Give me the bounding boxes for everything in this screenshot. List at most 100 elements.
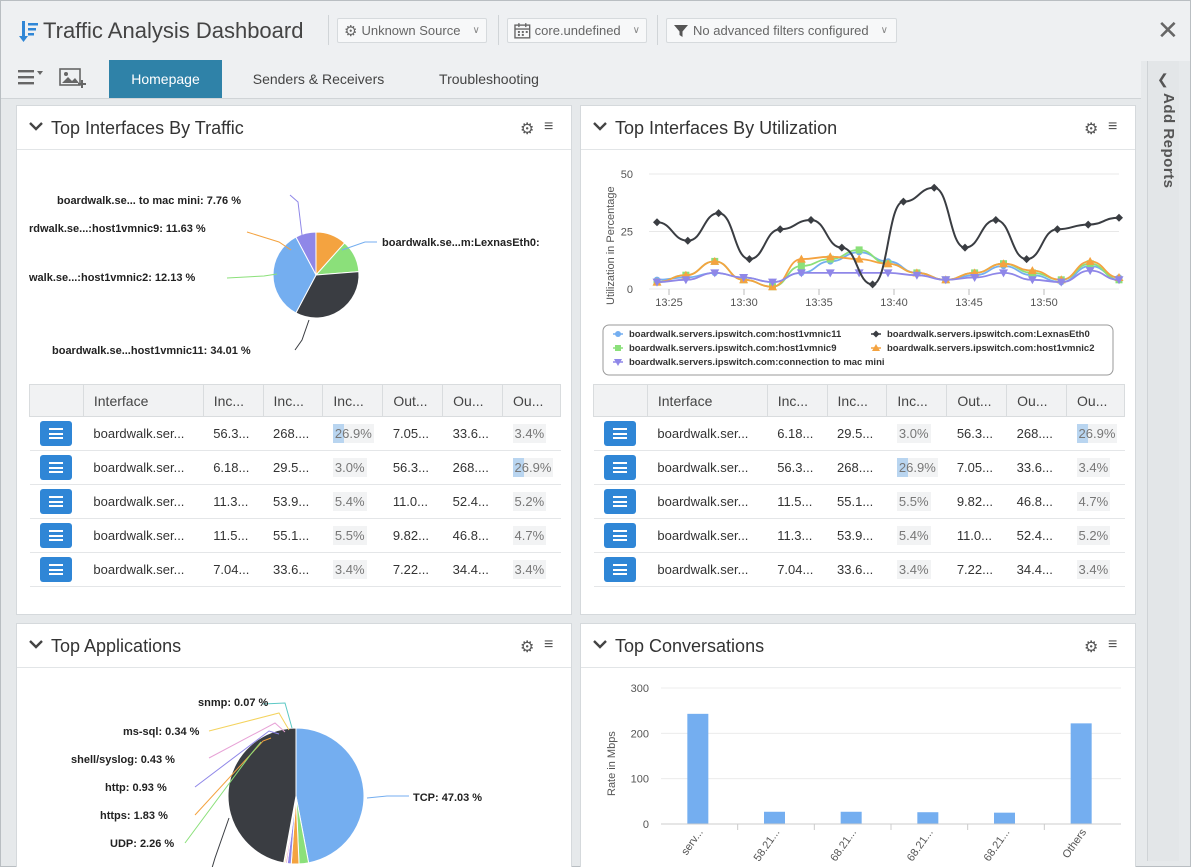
- list-menu-icon[interactable]: [18, 67, 46, 92]
- column-header[interactable]: Out...: [946, 384, 1008, 417]
- list-menu-icon[interactable]: ≡: [1108, 118, 1118, 135]
- column-header[interactable]: Ou...: [1066, 384, 1125, 417]
- row-details-button[interactable]: [603, 557, 636, 582]
- data-point: [854, 269, 864, 278]
- data-point: [1115, 213, 1123, 222]
- column-header[interactable]: Inc...: [826, 384, 888, 417]
- value-cell: 7.22...: [946, 552, 1007, 587]
- percent-value: 3.4%: [898, 562, 929, 577]
- data-point: [899, 197, 908, 206]
- close-icon[interactable]: ✕: [1157, 15, 1179, 45]
- percent-value: 3.4%: [334, 562, 365, 577]
- percent-bar: 3.4%: [512, 424, 547, 443]
- percent-bar: 5.4%: [332, 492, 367, 511]
- x-axis-ticks: serv... 58.21... 68.21... 68.21... 68.21... O…: [661, 823, 1121, 864]
- table-row: boardwalk.ser... 11.5... 55.1... 5.5% 9.82..…: [29, 518, 561, 553]
- row-details-button[interactable]: [39, 455, 72, 480]
- list-menu-icon[interactable]: ≡: [544, 636, 554, 653]
- percent-cell: 26.9%: [502, 450, 561, 485]
- percent-value: 5.5%: [334, 528, 365, 543]
- gear-icon[interactable]: ⚙: [1084, 121, 1099, 138]
- row-action-cell: [29, 450, 84, 485]
- gear-icon[interactable]: ⚙: [1084, 639, 1099, 656]
- percent-value: 5.2%: [1078, 528, 1109, 543]
- bar: [840, 811, 862, 824]
- pie-slices: [272, 231, 360, 319]
- interface-name-cell: boardwalk.ser...: [83, 450, 204, 485]
- column-header[interactable]: Inc...: [262, 384, 324, 417]
- row-details-button[interactable]: [603, 489, 636, 514]
- percent-value: 26.9%: [898, 460, 936, 475]
- row-details-button[interactable]: [603, 421, 636, 446]
- bar: [1070, 723, 1092, 824]
- percent-cell: 5.5%: [322, 518, 383, 553]
- x-tick-label: 13:45: [955, 297, 983, 309]
- value-cell: 52.4...: [1006, 518, 1067, 553]
- column-header[interactable]: Inc...: [766, 384, 828, 417]
- column-header[interactable]: Ou...: [442, 384, 504, 417]
- add-reports-label[interactable]: Add Reports: [1160, 93, 1177, 189]
- data-point: [745, 255, 754, 264]
- time-filter[interactable]: core.undefined ∨: [507, 18, 647, 43]
- y-axis-ticks: 0 100 200 300: [631, 683, 649, 831]
- value-cell: 34.4...: [442, 552, 503, 587]
- list-menu-icon[interactable]: ≡: [1108, 636, 1118, 653]
- chart-gridlines: [661, 687, 1121, 825]
- list-menu-icon[interactable]: ≡: [544, 118, 554, 135]
- percent-value: 4.7%: [1078, 494, 1109, 509]
- legend-marker: [872, 344, 880, 351]
- row-details-button[interactable]: [39, 557, 72, 582]
- time-filter-label: core.undefined: [534, 23, 621, 38]
- column-header[interactable]: Out...: [382, 384, 444, 417]
- data-point: [941, 276, 951, 285]
- tab-senders-receivers[interactable]: Senders & Receivers: [241, 60, 396, 98]
- percent-bar: 3.4%: [1076, 458, 1111, 477]
- table-row: boardwalk.ser... 6.18... 29.5... 3.0% 56.3..…: [593, 416, 1125, 451]
- percent-cell: 5.5%: [886, 484, 947, 519]
- percent-cell: 4.7%: [1066, 484, 1125, 519]
- percent-cell: 3.4%: [322, 552, 383, 587]
- column-header[interactable]: Inc...: [202, 384, 264, 417]
- advanced-filter[interactable]: No advanced filters configured ∨: [666, 18, 897, 43]
- percent-bar: 4.7%: [1076, 492, 1111, 511]
- interface-name-cell: boardwalk.ser...: [647, 450, 768, 485]
- table-row: boardwalk.ser... 11.5... 55.1... 5.5% 9.82..…: [593, 484, 1125, 519]
- add-image-icon[interactable]: [59, 67, 87, 96]
- tab-label: Senders & Receivers: [252, 71, 385, 87]
- percent-cell: 26.9%: [322, 416, 383, 451]
- column-header[interactable]: Interface: [82, 384, 204, 417]
- column-header[interactable]: Interface: [646, 384, 768, 417]
- gear-icon[interactable]: ⚙: [520, 639, 535, 656]
- tab-troubleshooting[interactable]: Troubleshooting: [421, 60, 557, 98]
- conversations-panel: Top Conversations ⚙ ≡ Rate in Mbps 0 100 2…: [580, 623, 1136, 867]
- row-details-button[interactable]: [39, 489, 72, 514]
- data-point: [710, 269, 720, 278]
- x-tick-label: 68.21...: [905, 827, 936, 864]
- row-details-button[interactable]: [39, 421, 72, 446]
- pie-label: boardwalk.se...host1vmnic11: 34.01 %: [52, 345, 251, 357]
- row-details-button[interactable]: [603, 455, 636, 480]
- data-point: [912, 271, 922, 280]
- collapse-chevron-icon[interactable]: [29, 637, 43, 651]
- tab-homepage[interactable]: Homepage: [109, 60, 222, 98]
- percent-cell: 26.9%: [1066, 416, 1125, 451]
- value-cell: 9.82...: [946, 484, 1007, 519]
- gear-icon[interactable]: ⚙: [520, 121, 535, 138]
- chevron-left-icon[interactable]: ❮: [1157, 71, 1169, 87]
- bar: [764, 811, 785, 824]
- column-header[interactable]: Ou...: [502, 384, 561, 417]
- row-details-button[interactable]: [39, 523, 72, 548]
- column-header[interactable]: Ou...: [1006, 384, 1068, 417]
- collapse-chevron-icon[interactable]: [29, 119, 43, 133]
- row-details-button[interactable]: [603, 523, 636, 548]
- legend-marker: [615, 331, 621, 337]
- column-header[interactable]: Inc...: [886, 384, 948, 417]
- column-header[interactable]: Inc...: [322, 384, 384, 417]
- collapse-chevron-icon[interactable]: [593, 637, 607, 651]
- percent-cell: 3.0%: [322, 450, 383, 485]
- data-point: [807, 216, 815, 224]
- interface-name-cell: boardwalk.ser...: [647, 484, 768, 519]
- source-filter[interactable]: ⚙ Unknown Source ∨: [337, 18, 487, 43]
- collapse-chevron-icon[interactable]: [593, 119, 607, 133]
- add-reports-rail[interactable]: [1147, 61, 1179, 861]
